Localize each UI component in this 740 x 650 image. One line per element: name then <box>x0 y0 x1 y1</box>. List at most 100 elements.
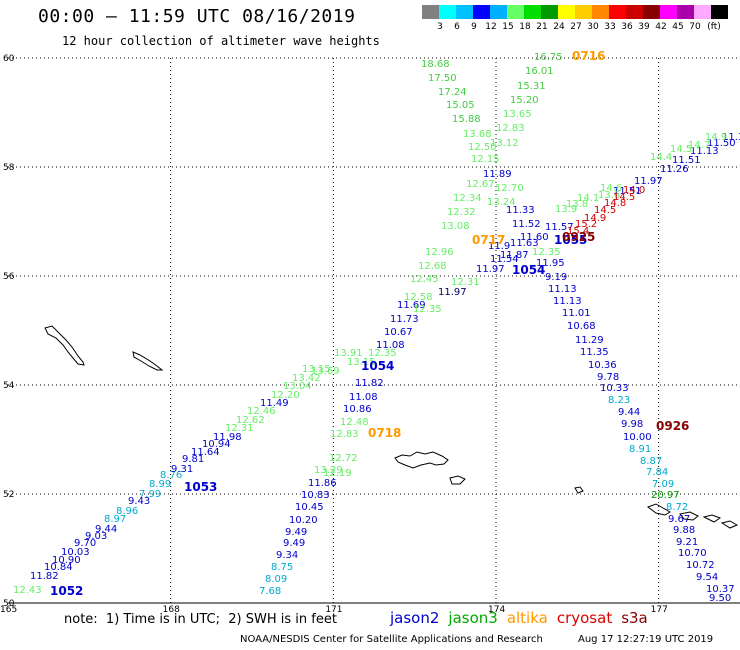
island-aleutian-3 <box>574 486 584 494</box>
swh-value: 12.67 <box>466 179 495 190</box>
swh-value: 11.97 <box>476 264 505 275</box>
scale-label: 30 <box>587 22 599 32</box>
swh-value: 13.15 <box>347 357 376 368</box>
swh-value: 11.13 <box>553 296 582 307</box>
land-outlines <box>44 325 739 529</box>
swh-value: 11.95 <box>536 258 565 269</box>
pass-label: 1053 <box>184 480 217 494</box>
swh-value: 10.84 <box>44 562 73 573</box>
graticule <box>8 57 740 604</box>
swh-value: 7.99 <box>139 489 161 500</box>
swh-value: 10.86 <box>343 404 372 415</box>
scale-label: 6 <box>454 22 460 32</box>
scale-swatch <box>660 5 677 19</box>
swh-value: 12.15 <box>471 154 500 165</box>
swh-value: 12.35 <box>368 348 397 359</box>
swh-value: 14.7 <box>688 140 710 151</box>
swh-value: 11.64 <box>191 447 220 458</box>
scale-label: 24 <box>553 22 565 32</box>
swh-value: 9.21 <box>676 537 698 548</box>
island-aleutian-5 <box>679 511 699 521</box>
swh-value: 9.49 <box>283 538 305 549</box>
swh-value: 11.51 <box>613 186 642 197</box>
scale-label: 42 <box>655 22 667 32</box>
pass-label: 0718 <box>368 426 401 440</box>
swh-value: 10.94 <box>202 439 231 450</box>
swh-value: 10.83 <box>301 490 330 501</box>
map-title: 00:00 – 11:59 UTC 08/16/2019 <box>38 6 356 27</box>
scale-swatch <box>694 5 711 19</box>
scale-label: 3 <box>437 22 443 32</box>
swh-value: 8.91 <box>629 444 651 455</box>
scale-label: 27 <box>570 22 582 32</box>
swh-value: 11.82 <box>355 378 384 389</box>
swh-value: 9.19 <box>545 272 567 283</box>
footer-note: note: 1) Time is in UTC; 2) SWH is in fe… <box>64 612 337 627</box>
swh-value: 15.88 <box>452 114 481 125</box>
swh-value: 14.5 <box>613 192 635 203</box>
color-scale: 3 6 9 12 15 18 21 24 27 30 33 36 39 42 45 70 (ft) <box>422 5 728 33</box>
scale-swatch <box>677 5 694 19</box>
swh-value: 11.08 <box>349 392 378 403</box>
scale-swatch <box>711 5 728 19</box>
swh-value: 16.01 <box>525 66 554 77</box>
swh-value: 10.67 <box>384 327 413 338</box>
swh-value: 12.46 <box>247 406 276 417</box>
legend-item-jason2: jason2 <box>390 609 440 627</box>
swh-value: 11.01 <box>562 308 591 319</box>
legend-item-s3a: s3a <box>621 609 648 627</box>
swh-value: 9.78 <box>597 372 619 383</box>
swh-value: 12.96 <box>425 247 454 258</box>
swh-value: 13.08 <box>441 221 470 232</box>
island-northwest <box>44 325 85 366</box>
swh-value: 13.15 <box>302 364 331 375</box>
scale-label: 9 <box>471 22 477 32</box>
swh-value: 12.50 <box>468 142 497 153</box>
swh-value: 11.86 <box>308 478 337 489</box>
swh-value: 14.0 <box>623 185 645 196</box>
swh-value: 12.43 <box>13 585 42 596</box>
swh-value: 14.9 <box>584 213 606 224</box>
scale-label: 45 <box>672 22 684 32</box>
swh-value: 11.54 <box>490 254 519 265</box>
swh-value: 13.04 <box>283 381 312 392</box>
swh-value: 11.60 <box>520 232 549 243</box>
lon-label: 168 <box>163 605 180 615</box>
swh-value: 11.73 <box>390 314 419 325</box>
swh-value: 7.09 <box>652 479 674 490</box>
lon-label: 177 <box>651 605 668 615</box>
scale-swatch <box>422 5 439 19</box>
credit-line: NOAA/NESDIS Center for Satellite Applica… <box>240 634 543 645</box>
swh-value: 9.43 <box>128 496 150 507</box>
swh-value: 9.44 <box>618 407 640 418</box>
swh-value: 8.75 <box>271 562 293 573</box>
swh-value: 11.51 <box>672 155 701 166</box>
swh-value: 11.35 <box>580 347 609 358</box>
swh-value: 12.35 <box>532 247 561 258</box>
pass-labels: 1052 1053 1054 1054 1055 0716 0717 0718 0925 0926 <box>50 49 689 598</box>
pass-label: 1054 <box>512 263 545 277</box>
swh-value: 12.35 <box>413 304 442 315</box>
swh-value: 11.9 <box>488 241 510 252</box>
lat-label: 52 <box>3 490 14 500</box>
swh-value: 14.8 <box>604 198 626 209</box>
swh-value: 11.89 <box>483 169 512 180</box>
swh-value: 13.68 <box>463 129 492 140</box>
scale-label: 70 <box>689 22 701 32</box>
swh-value: 11.08 <box>376 340 405 351</box>
scale-swatch <box>626 5 643 19</box>
scale-swatch <box>558 5 575 19</box>
island-aleutian-7 <box>720 520 739 529</box>
swh-value: 9.31 <box>171 464 193 475</box>
swh-value: 9.54 <box>696 572 718 583</box>
legend-item-cryosat: cryosat <box>556 609 613 627</box>
lon-label: 174 <box>488 605 505 615</box>
swh-value: 13.42 <box>292 373 321 384</box>
swh-value: 14.1 <box>577 193 599 204</box>
swh-value: 9.81 <box>182 454 204 465</box>
swh-value: 11.33 <box>506 205 535 216</box>
swh-value: 11.33 <box>722 132 740 143</box>
scale-label: 15 <box>502 22 514 32</box>
legend-item-jason3: jason3 <box>448 609 498 627</box>
